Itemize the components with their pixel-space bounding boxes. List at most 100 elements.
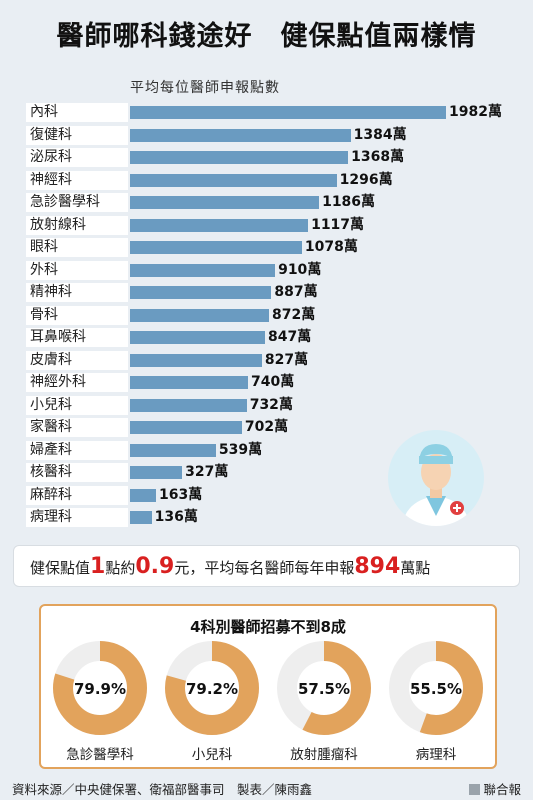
donut-chart: 55.5% [389, 641, 483, 735]
donut-chart: 79.9% [53, 641, 147, 735]
bar-category-label: 核醫科 [30, 464, 72, 480]
doctor-icon [388, 430, 484, 526]
info-value-3: 894 [354, 554, 401, 579]
bar-category-label: 神經科 [30, 171, 72, 188]
bar [130, 376, 248, 389]
bar-category-label: 病理科 [30, 509, 72, 525]
bar [130, 151, 349, 164]
bar [130, 398, 247, 412]
bar-value-label: 539萬 [218, 441, 263, 458]
donut-percent-label: 79.2% [186, 680, 238, 698]
bar-value-label: 163萬 [158, 486, 203, 503]
bar [130, 196, 320, 209]
donut-percent-label: 79.9% [74, 680, 126, 698]
bar [130, 331, 266, 344]
bar [130, 443, 216, 457]
info-value-1: 1 [90, 554, 106, 579]
row-label-background [26, 193, 128, 212]
donut-category-label: 小兒科 [191, 747, 233, 763]
bar [130, 173, 337, 187]
donut-percent-label: 57.5% [298, 680, 350, 698]
bar-category-label: 內科 [30, 104, 58, 120]
row-label-background [26, 238, 128, 257]
bar [130, 353, 262, 367]
donut-slice [53, 641, 147, 735]
donut-slice [389, 641, 483, 735]
chart-title: 醫師哪科錢途好 健保點值兩樣情 [56, 21, 477, 52]
bar [130, 263, 276, 277]
bar-category-label: 精神科 [30, 284, 72, 300]
bar [130, 218, 309, 232]
row-label-background [26, 418, 128, 437]
donut-slice [277, 641, 371, 735]
row-label-background [26, 485, 128, 505]
bar-category-label: 神經外科 [30, 374, 86, 390]
bar-category-label: 麻醉科 [30, 486, 72, 503]
row-label-background [26, 305, 128, 325]
donut-chart: 79.2% [165, 641, 259, 735]
row-label-background [26, 395, 128, 415]
recruitment-panel: 4科別醫師招募不到8成 79.9% 急診醫學科 79.2% 小兒科 57.5% 放射腫瘤科… [39, 604, 497, 769]
bar-value-label: 1982萬 [449, 104, 502, 120]
bar-chart-subtitle: 平均每位醫師申報點數 [130, 80, 280, 96]
info-text-1: 健保點值 [30, 559, 91, 577]
bar-value-label: 327萬 [185, 464, 229, 480]
donut-category-label: 急診醫學科 [66, 747, 134, 763]
bar [130, 421, 242, 434]
brand-square-icon [469, 784, 481, 795]
bar-value-label: 887萬 [274, 284, 318, 300]
row-label-background [26, 125, 128, 145]
bar-value-label: 740萬 [250, 374, 295, 390]
donut-percent-label: 55.5% [410, 680, 462, 698]
donut-category-label: 放射腫瘤科 [290, 747, 358, 763]
source-footer: 資料來源／中央健保署、衛福部醫事司 製表／陳雨鑫 [12, 782, 313, 797]
row-label-background [26, 103, 128, 122]
bar-category-label: 骨科 [30, 306, 58, 323]
info-text-2: 點約 [105, 559, 136, 577]
bar-category-label: 小兒科 [30, 396, 72, 413]
row-label-background [26, 328, 128, 347]
bar-value-label: 1078萬 [304, 239, 358, 255]
bar-value-label: 827萬 [264, 351, 309, 368]
bar [130, 466, 183, 479]
bar-category-label: 家醫科 [30, 419, 72, 435]
bar-value-label: 872萬 [272, 306, 316, 323]
bar [130, 128, 351, 142]
bar-category-label: 急診醫學科 [30, 194, 100, 210]
bar [130, 286, 272, 299]
row-label-background [26, 440, 128, 460]
row-label-background [26, 463, 128, 482]
row-label-background [26, 170, 128, 190]
bar-value-label: 1296萬 [339, 171, 393, 188]
bar-value-label: 910萬 [278, 261, 322, 278]
bar [130, 511, 152, 524]
bar-chart: 內科 1982萬 復健科 1384萬 泌尿科 1368萬 神經科 1296萬 急診醫學科 1186… [26, 103, 502, 527]
row-label-background [26, 260, 128, 280]
info-text-4: 萬點 [400, 559, 431, 577]
brand-footer: 聯合報 [469, 779, 521, 798]
donut-chart: 57.5% [277, 641, 371, 735]
info-text-3: 元，平均每名醫師每年申報 [174, 559, 355, 577]
bar-category-label: 泌尿科 [30, 149, 72, 165]
bar-category-label: 皮膚科 [30, 351, 72, 368]
bar-category-label: 眼科 [30, 239, 58, 255]
bar-category-label: 放射線科 [30, 216, 86, 233]
bar [130, 488, 156, 502]
row-label-background [26, 350, 128, 370]
bar-value-label: 732萬 [249, 396, 293, 413]
bar-category-label: 外科 [30, 261, 58, 278]
bar-category-label: 復健科 [30, 126, 72, 143]
bar-value-label: 1384萬 [353, 126, 407, 143]
brand-name: 聯合報 [483, 782, 521, 797]
bar-value-label: 136萬 [154, 509, 198, 525]
row-label-background [26, 283, 128, 302]
info-value-2: 0.9 [135, 554, 175, 579]
row-label-background [26, 508, 128, 527]
donut-category-label: 病理科 [415, 747, 457, 763]
recruitment-panel-title: 4科別醫師招募不到8成 [190, 618, 346, 636]
bar-value-label: 847萬 [268, 329, 312, 345]
bar-value-label: 1117萬 [311, 216, 365, 233]
bar-category-label: 耳鼻喉科 [30, 329, 86, 345]
bar-category-label: 婦產科 [30, 441, 72, 458]
bar [130, 241, 302, 254]
